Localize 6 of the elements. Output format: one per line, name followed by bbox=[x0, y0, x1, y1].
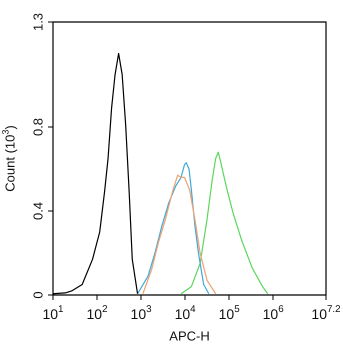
y-axis-title: Count (103) bbox=[0, 125, 18, 192]
y-tick-label: 0.8 bbox=[30, 118, 46, 136]
y-tick-label: 1.3 bbox=[30, 12, 46, 32]
y-tick-label: 0 bbox=[30, 291, 46, 299]
x-axis-title: APC-H bbox=[169, 328, 210, 344]
y-tick-label: 0.4 bbox=[30, 202, 46, 220]
